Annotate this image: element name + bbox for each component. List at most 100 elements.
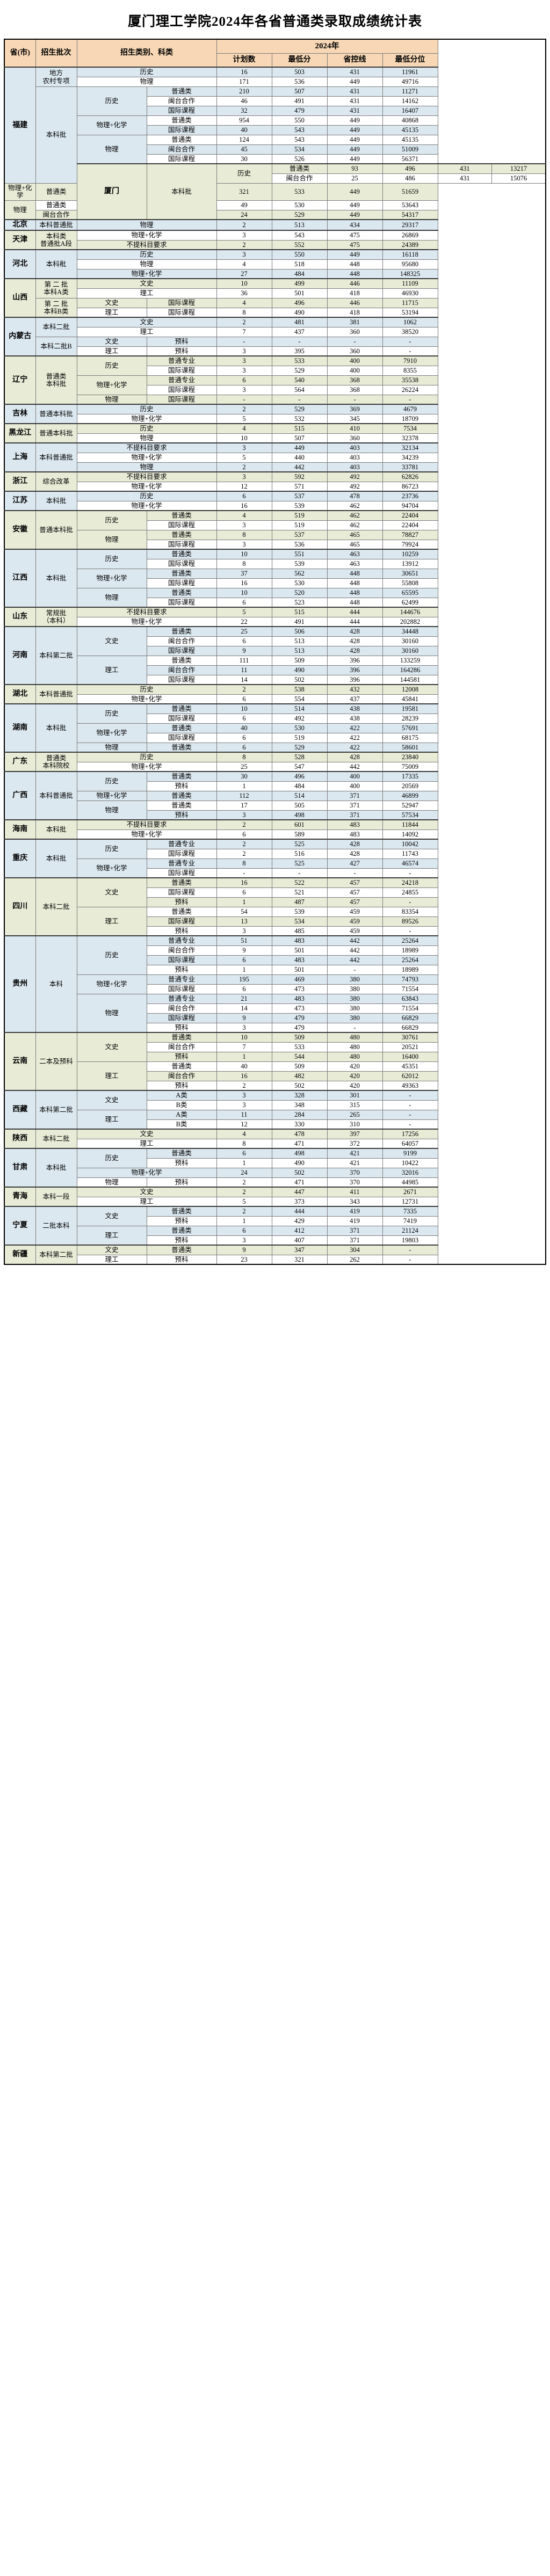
cell-min-score: 330: [271, 1119, 328, 1130]
cell-province-line: 419: [327, 1206, 383, 1217]
cell-min-score: 496: [382, 163, 438, 174]
cell-batch: 本科批: [146, 163, 217, 220]
cell-category: 不提科目要求: [76, 471, 217, 482]
cell-province: 厦门: [76, 163, 147, 220]
cell-subcategory: 闽台合作: [146, 1003, 217, 1014]
cell-min-rank: 44985: [382, 1177, 438, 1188]
cell-province: 天津: [4, 230, 36, 250]
cell-plan-count: 8: [216, 1138, 272, 1149]
cell-category: 文史: [76, 317, 217, 328]
cell-min-score: 519: [271, 520, 328, 530]
cell-plan-count: 16: [216, 578, 272, 588]
cell-plan-count: -: [216, 394, 272, 405]
table-row: 物理+化学 普通类 112 514 371 46899: [4, 790, 546, 801]
cell-min-rank: 22404: [382, 520, 438, 530]
cell-subcategory: 闽台合作: [146, 144, 217, 155]
cell-plan-count: 6: [216, 984, 272, 994]
cell-plan-count: 2: [216, 462, 272, 472]
cell-province: 河南: [4, 626, 36, 685]
cell-plan-count: 2: [216, 684, 272, 695]
cell-min-rank: 55808: [382, 578, 438, 588]
cell-min-rank: 32016: [382, 1167, 438, 1178]
cell-plan-count: 1: [216, 964, 272, 975]
cell-province-line: 449: [327, 183, 383, 201]
cell-plan-count: 3: [216, 384, 272, 395]
cell-batch: 普通类 本科院校: [35, 752, 77, 772]
cell-min-score: 407: [271, 1235, 328, 1246]
cell-subcategory: 国际课程: [146, 297, 217, 308]
cell-min-score: 525: [271, 839, 328, 849]
cell-min-rank: -: [382, 1100, 438, 1110]
cell-min-score: 552: [271, 239, 328, 250]
cell-min-score: 529: [271, 365, 328, 376]
cell-min-score: 529: [271, 742, 328, 753]
cell-min-rank: 20569: [382, 781, 438, 791]
table-row: 辽宁 普通类 本科批 历史 普通专业 3 533 400 7910: [4, 355, 546, 405]
table-row: 物理 普通类 17 505 371 52947: [4, 800, 546, 820]
table-row: 物理+化学 普通类 321 533 449 51659: [4, 183, 546, 201]
cell-subcategory: 普通类: [146, 771, 217, 782]
cell-province-line: 475: [327, 230, 383, 241]
cell-min-score: 525: [271, 858, 328, 869]
cell-min-score: 601: [271, 819, 328, 830]
cell-min-rank: 32134: [382, 442, 438, 453]
cell-plan-count: 10: [216, 1032, 272, 1043]
cell-min-rank: -: [382, 926, 438, 936]
cell-min-rank: 20521: [382, 1042, 438, 1052]
cell-plan-count: 7: [216, 326, 272, 337]
cell-min-score: 485: [271, 926, 328, 936]
table-row: 贵州 本科 历史 普通专业 51 483 442 25264: [4, 935, 546, 1033]
cell-category: 物理: [76, 394, 147, 405]
cell-batch: 本科普通批: [35, 219, 77, 231]
cell-province-line: -: [327, 336, 383, 347]
table-row: 吉林 普通本科批 历史 2 529 369 4679: [4, 404, 546, 424]
cell-min-score: 538: [271, 684, 328, 695]
cell-province-line: 431: [437, 173, 493, 184]
cell-min-rank: 58601: [382, 742, 438, 753]
cell-province: 广东: [4, 752, 36, 772]
cell-province: 海南: [4, 819, 36, 840]
table-row: 物理 2 442 403 33781: [4, 462, 546, 472]
cell-province-line: 380: [327, 984, 383, 994]
table-row: 理工 国际课程 8 490 418 53194: [4, 307, 546, 318]
table-row: 重庆 本科批 历史 普通专业 2 525 428 10042: [4, 839, 546, 878]
cell-batch: 本科批: [35, 1148, 77, 1188]
cell-min-rank: 18709: [382, 413, 438, 424]
cell-min-rank: 11109: [382, 278, 438, 289]
cell-min-rank: 1062: [382, 317, 438, 328]
table-row: 闽台合作 46 491 431 14162: [4, 96, 546, 106]
cell-province-line: 475: [327, 239, 383, 250]
cell-min-score: 514: [271, 703, 328, 714]
table-row: 河北 本科秕 历史 3 550 449 16118: [4, 249, 546, 279]
cell-min-rank: 54317: [382, 209, 438, 220]
cell-plan-count: 9: [216, 1245, 272, 1255]
table-row: 物理+化学 16 539 462 94704: [4, 500, 546, 511]
cell-min-score: 537: [271, 529, 328, 540]
cell-plan-count: 210: [216, 86, 272, 97]
table-row: 内蒙古 本科二批 文史 2 481 381 1062: [4, 317, 546, 356]
cell-province-line: 457: [327, 897, 383, 907]
table-row: 天津 本科类 普通批A段 物理+化学 3 543 475 26869: [4, 230, 546, 250]
cell-min-score: 481: [271, 317, 328, 328]
cell-province-line: 462: [327, 500, 383, 511]
cell-province: 重庆: [4, 839, 36, 878]
cell-province-line: 449: [327, 209, 383, 220]
cell-min-score: 523: [271, 597, 328, 608]
cell-min-rank: 18989: [382, 964, 438, 975]
cell-min-score: 515: [271, 607, 328, 617]
cell-min-score: 395: [271, 346, 328, 356]
cell-min-rank: 12008: [382, 684, 438, 695]
cell-province-line: 265: [327, 1109, 383, 1120]
table-row: 预科 1 501-18989: [4, 964, 546, 975]
cell-province-line: 422: [327, 742, 383, 753]
table-row: 闽台合作 25 486 431 15076: [4, 173, 546, 184]
cell-province-line: 457: [327, 887, 383, 898]
cell-plan-count: 3: [216, 1235, 272, 1246]
cell-plan-count: 11: [216, 665, 272, 675]
cell-category: 历史: [76, 549, 147, 569]
cell-min-score: 479: [271, 105, 328, 116]
cell-subcategory: A类: [146, 1090, 217, 1101]
cell-min-score: 478: [271, 1129, 328, 1139]
cell-min-rank: 78827: [382, 529, 438, 540]
cell-category: 历史: [76, 684, 217, 695]
